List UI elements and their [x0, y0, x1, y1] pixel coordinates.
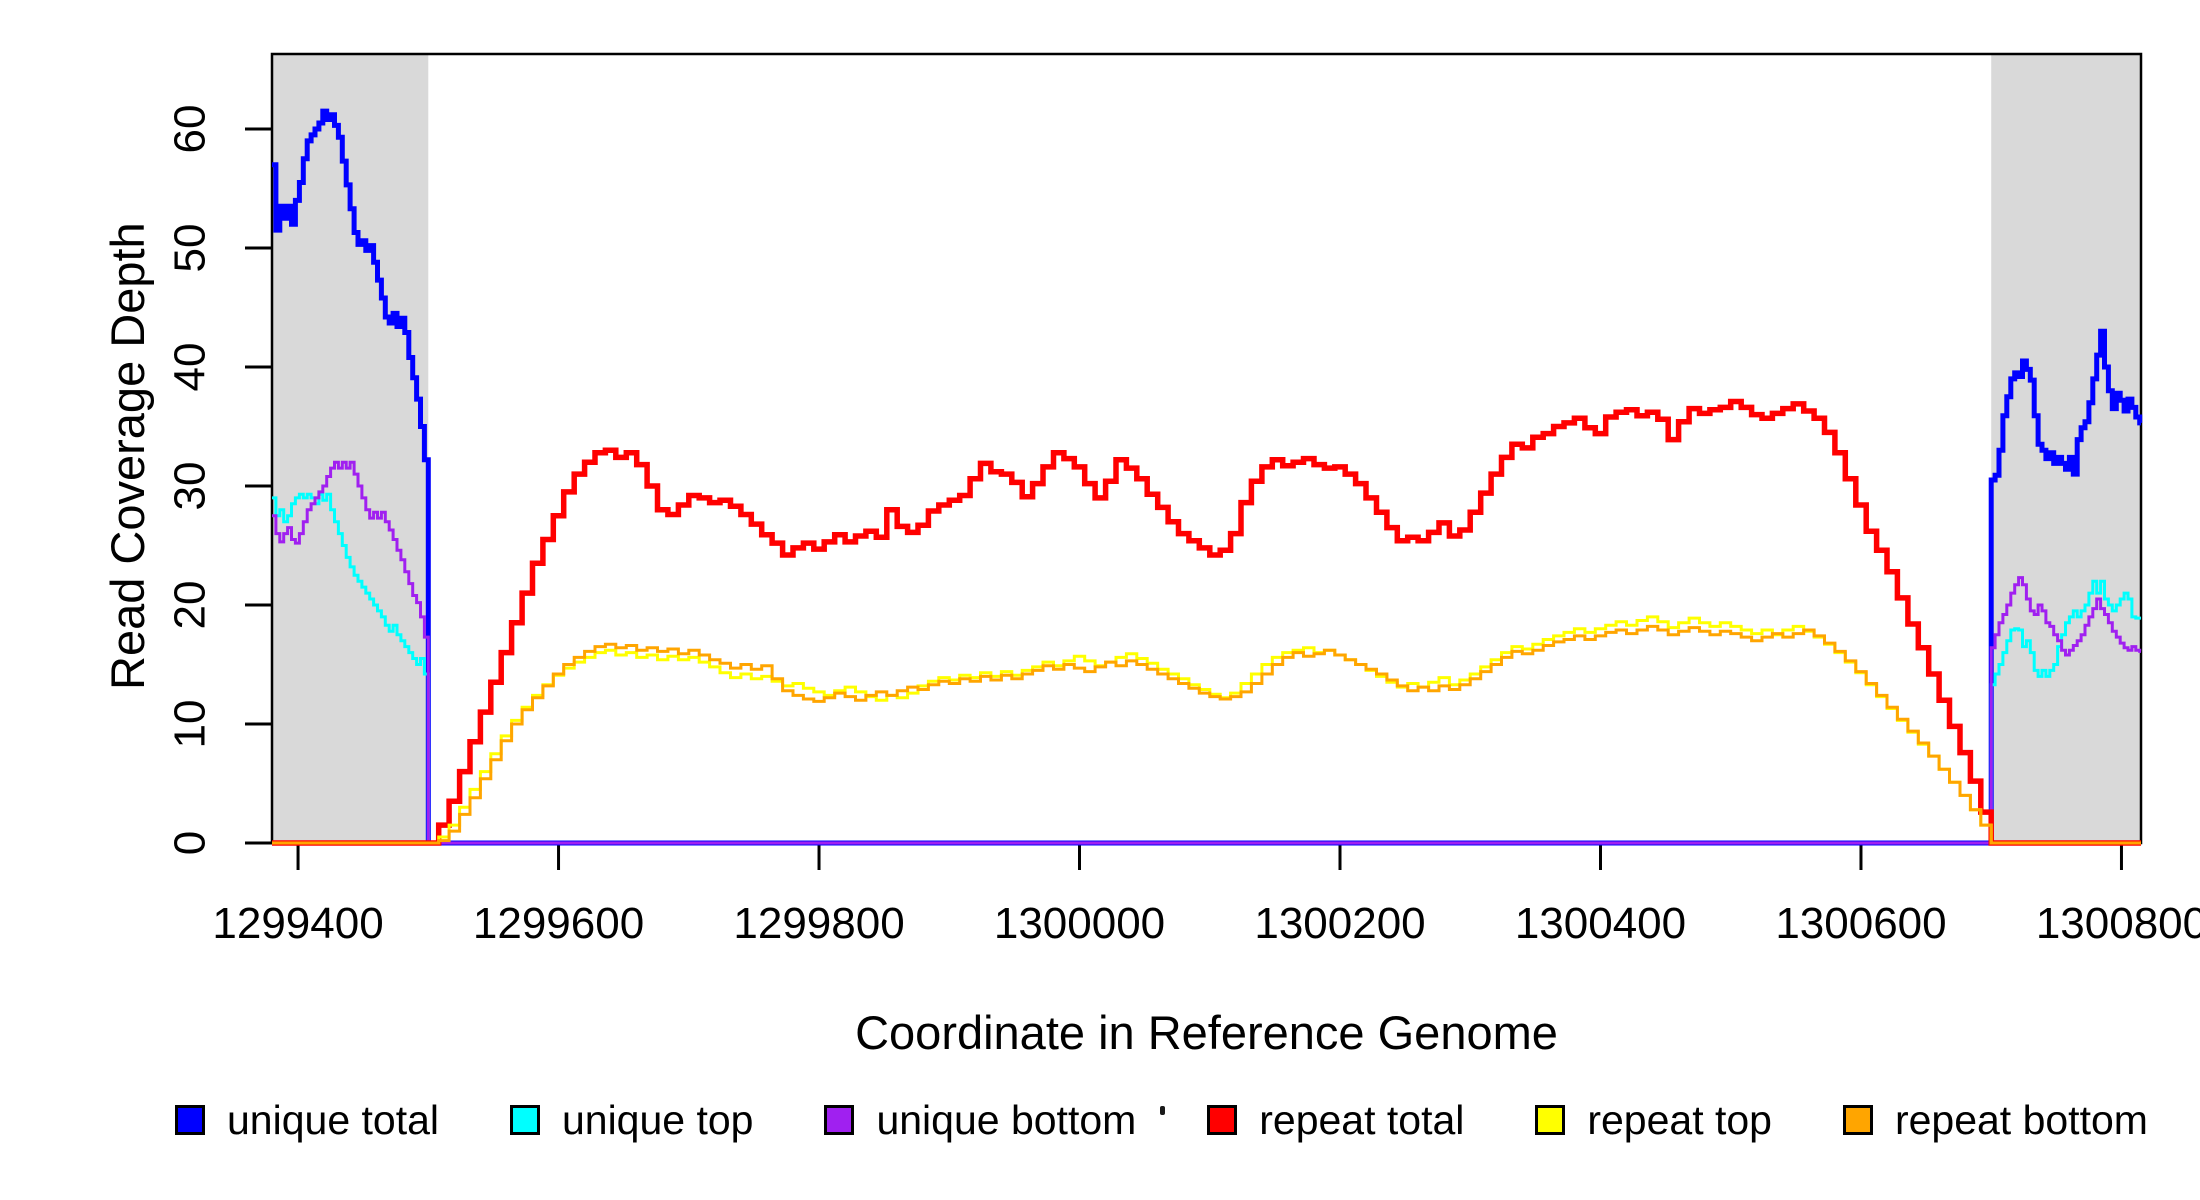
- legend-item-repeat-bottom: repeat bottom: [1842, 1096, 2148, 1144]
- legend-item-label: repeat bottom: [1894, 1096, 2148, 1143]
- series-line-unique-total: [272, 108, 2143, 846]
- y-tick-label: 0: [166, 831, 215, 855]
- x-tick-label: 1300800: [2036, 899, 2200, 948]
- y-tick-label: 60: [166, 104, 215, 153]
- y-tick-label: 50: [166, 224, 215, 273]
- series-line-repeat-top: [272, 615, 2141, 845]
- y-tick-label: 40: [166, 343, 215, 392]
- legend-item-label: unique total: [227, 1096, 440, 1143]
- x-tick-label: 1299600: [473, 899, 644, 948]
- y-axis-title: Read Coverage Depth: [101, 222, 154, 690]
- shaded-region-left: [272, 54, 429, 843]
- legend-item-repeat-total: repeat total: [1207, 1097, 1464, 1144]
- series-line-unique-bottom: [272, 460, 2142, 845]
- legend-color-swatch: [824, 1105, 855, 1135]
- legend-item-label: unique top: [561, 1096, 754, 1143]
- shaded-region-right: [1991, 54, 2141, 843]
- x-tick-label: 1300600: [1775, 899, 1946, 948]
- x-tick-label: 1299800: [733, 899, 904, 948]
- legend-item-label: unique bottom: [876, 1096, 1137, 1143]
- legend: unique total unique top unique bottom re…: [175, 1096, 2148, 1144]
- x-tick-label: 1299400: [212, 899, 383, 948]
- legend-item-unique-bottom: unique bottom: [824, 1097, 1136, 1144]
- legend-item-label: repeat total: [1259, 1096, 1465, 1143]
- x-tick-label: 1300000: [994, 899, 1165, 948]
- legend-color-swatch: [1535, 1105, 1566, 1135]
- plot-box: [270, 52, 2143, 845]
- x-axis-title: Coordinate in Reference Genome: [855, 1006, 1558, 1059]
- y-tick-label: 30: [166, 462, 215, 511]
- legend-item-unique-top: unique top: [509, 1096, 754, 1144]
- stray-mark: [1160, 1106, 1165, 1115]
- legend-item-unique-total: unique total: [175, 1097, 439, 1144]
- legend-color-swatch: [1207, 1105, 1238, 1135]
- x-tick-label: 1300400: [1515, 899, 1686, 948]
- series-line-repeat-bottom: [272, 624, 2141, 845]
- legend-color-swatch: [175, 1105, 205, 1135]
- legend-color-swatch: [509, 1105, 540, 1135]
- legend-color-swatch: [1842, 1105, 1873, 1135]
- series-line-repeat-total: [272, 398, 2141, 846]
- y-tick-label: 20: [166, 581, 215, 630]
- y-tick-label: 10: [166, 700, 215, 749]
- x-tick-label: 1300200: [1254, 899, 1425, 948]
- legend-item-repeat-top: repeat top: [1535, 1097, 1772, 1144]
- legend-item-label: repeat top: [1587, 1096, 1772, 1143]
